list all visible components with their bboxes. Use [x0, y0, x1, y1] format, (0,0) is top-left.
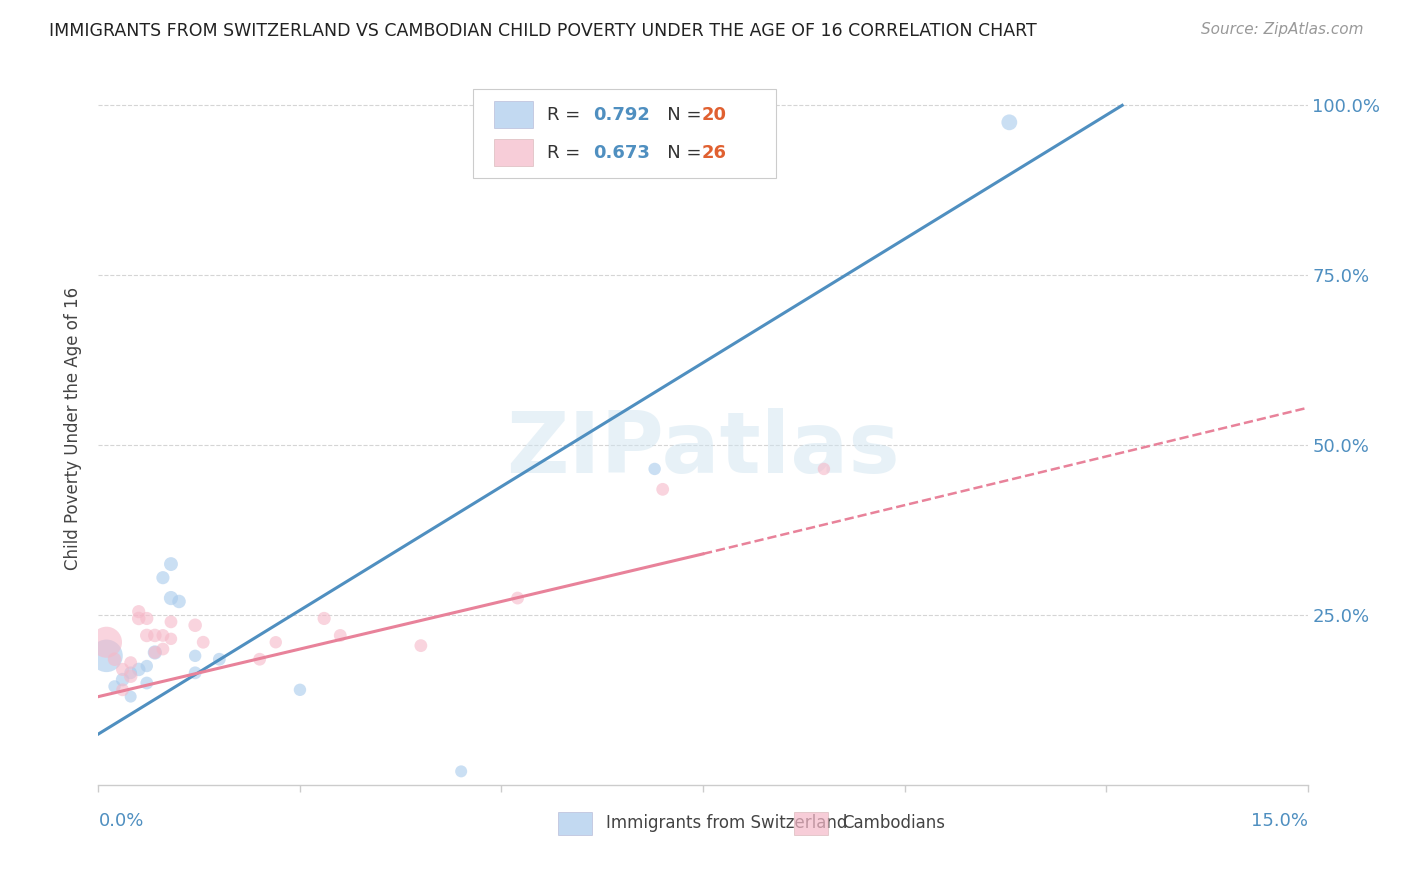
Point	[128, 662, 150, 676]
Point	[160, 632, 183, 646]
Text: IMMIGRANTS FROM SWITZERLAND VS CAMBODIAN CHILD POVERTY UNDER THE AGE OF 16 CORRE: IMMIGRANTS FROM SWITZERLAND VS CAMBODIAN…	[49, 22, 1038, 40]
Point	[506, 591, 529, 605]
Point	[111, 662, 134, 676]
Point	[111, 673, 134, 687]
Text: 0.0%: 0.0%	[98, 812, 143, 830]
Point	[152, 642, 174, 657]
Y-axis label: Child Poverty Under the Age of 16: Child Poverty Under the Age of 16	[65, 286, 83, 570]
Point	[450, 764, 472, 779]
FancyBboxPatch shape	[494, 139, 533, 166]
Point	[208, 652, 231, 666]
Point	[120, 669, 142, 683]
Point	[160, 557, 183, 571]
Point	[128, 611, 150, 625]
Point	[152, 628, 174, 642]
Text: N =: N =	[650, 144, 707, 161]
Point	[167, 594, 190, 608]
Text: N =: N =	[650, 106, 707, 124]
FancyBboxPatch shape	[558, 812, 592, 835]
Text: Cambodians: Cambodians	[842, 814, 945, 832]
Point	[135, 659, 157, 673]
Point	[111, 682, 134, 697]
Point	[120, 656, 142, 670]
Point	[193, 635, 215, 649]
FancyBboxPatch shape	[474, 89, 776, 178]
Point	[651, 483, 673, 497]
FancyBboxPatch shape	[793, 812, 828, 835]
Text: Source: ZipAtlas.com: Source: ZipAtlas.com	[1201, 22, 1364, 37]
Point	[143, 645, 166, 659]
Point	[644, 462, 666, 476]
Point	[152, 571, 174, 585]
Point	[135, 611, 157, 625]
Point	[135, 676, 157, 690]
Point	[160, 591, 183, 605]
FancyBboxPatch shape	[494, 102, 533, 128]
Point	[103, 652, 125, 666]
Point	[96, 635, 118, 649]
Point	[143, 645, 166, 659]
Point	[103, 680, 125, 694]
Point	[329, 628, 352, 642]
Point	[184, 618, 207, 632]
Point	[184, 665, 207, 680]
Point	[184, 648, 207, 663]
Point	[120, 665, 142, 680]
Text: 15.0%: 15.0%	[1250, 812, 1308, 830]
Point	[143, 628, 166, 642]
Point	[120, 690, 142, 704]
Text: 20: 20	[702, 106, 727, 124]
Text: R =: R =	[547, 106, 586, 124]
Text: 26: 26	[702, 144, 727, 161]
Point	[135, 628, 157, 642]
Text: R =: R =	[547, 144, 586, 161]
Point	[160, 615, 183, 629]
Point	[314, 611, 336, 625]
Point	[409, 639, 432, 653]
Point	[264, 635, 287, 649]
Point	[249, 652, 271, 666]
Point	[288, 682, 311, 697]
Text: 0.673: 0.673	[593, 144, 650, 161]
Point	[128, 605, 150, 619]
Point	[96, 648, 118, 663]
Text: ZIPatlas: ZIPatlas	[506, 408, 900, 491]
Text: Immigrants from Switzerland: Immigrants from Switzerland	[606, 814, 848, 832]
Text: 0.792: 0.792	[593, 106, 650, 124]
Point	[813, 462, 835, 476]
Point	[998, 115, 1021, 129]
